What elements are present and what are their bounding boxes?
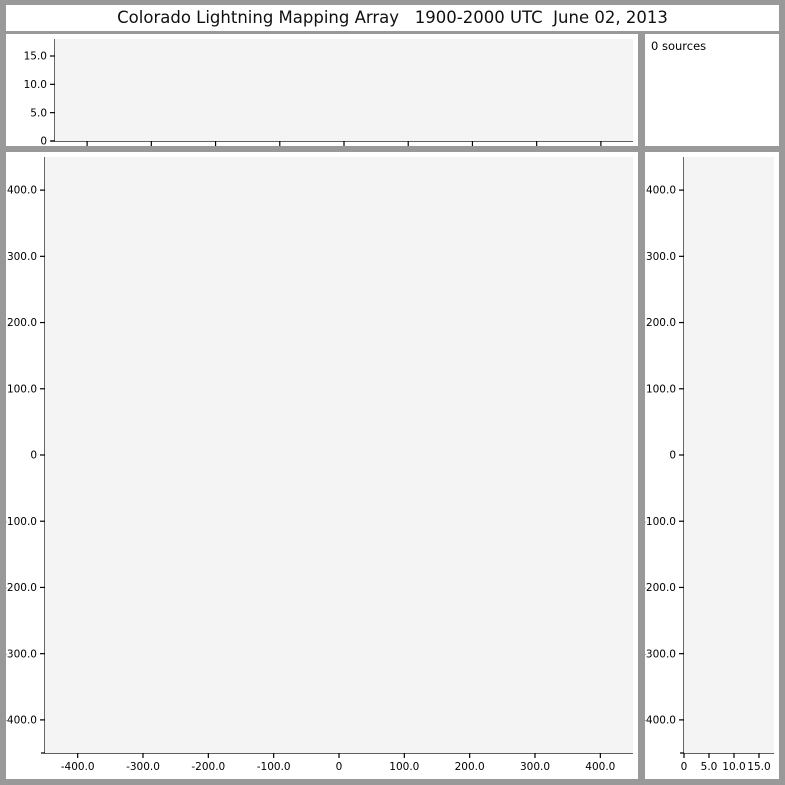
page-title: Colorado Lightning Mapping Array 1900-20…	[117, 8, 668, 27]
y-axis-tick-label: 10.0	[24, 79, 47, 91]
height-north-plot-area	[684, 157, 774, 753]
y-axis-tick-label: 100.0	[7, 383, 37, 395]
time-height-plot-area	[55, 39, 633, 141]
y-axis-tick-label: -400.0	[6, 714, 37, 726]
x-axis-tick-label: 0	[681, 761, 688, 773]
y-axis-tick-label: -200.0	[645, 582, 676, 594]
x-axis-tick-label: 0	[336, 761, 343, 773]
y-axis-tick-label: 300.0	[646, 251, 676, 263]
y-axis-tick-label: 100.0	[646, 383, 676, 395]
y-axis-tick-label: 400.0	[7, 185, 37, 197]
map-plot-area[interactable]	[45, 157, 633, 753]
y-axis-tick-label: -100.0	[645, 516, 676, 528]
y-axis-tick-label: -300.0	[645, 648, 676, 660]
x-axis-tick-label: 100.0	[389, 761, 419, 773]
x-axis-tick-label: 15.0	[747, 761, 770, 773]
x-axis-tick-label: 10.0	[722, 761, 745, 773]
y-axis-tick-label: 200.0	[646, 317, 676, 329]
height-north-panel: -400.0 -300.0 -200.0 -100.0 0 100.0 200.0 300.0…	[645, 152, 779, 779]
y-axis-tick-label: 0	[30, 450, 37, 462]
y-axis-tick-label: -300.0	[6, 648, 37, 660]
time-height-panel: 05.010.015.0-400.0-300.0-200.0-100.00100…	[6, 34, 638, 146]
y-axis-tick-label: 5.0	[30, 107, 47, 119]
x-axis-tick-label: -300.0	[126, 761, 160, 773]
x-axis-tick-label: -100.0	[257, 761, 291, 773]
y-axis-tick-label: 300.0	[7, 251, 37, 263]
x-axis-tick-label: 5.0	[701, 761, 718, 773]
title-bar: Colorado Lightning Mapping Array 1900-20…	[6, 5, 779, 31]
y-axis-tick-label: -200.0	[6, 582, 37, 594]
sources-panel: 0 sources	[645, 34, 779, 146]
y-axis-tick-label: 200.0	[7, 317, 37, 329]
source-count-label: 0 sources	[651, 39, 707, 53]
y-axis-tick-label: -100.0	[6, 516, 37, 528]
y-axis-tick-label: 15.0	[24, 51, 47, 63]
x-axis-tick-label: 400.0	[585, 761, 615, 773]
y-axis-tick-label: 0	[669, 450, 676, 462]
x-axis-tick-label: 300.0	[520, 761, 550, 773]
x-axis-tick-label: -400.0	[61, 761, 95, 773]
y-axis-tick-label: 400.0	[646, 185, 676, 197]
y-axis-tick-label: 0	[40, 136, 47, 146]
x-axis-tick-label: 200.0	[455, 761, 485, 773]
x-axis-tick-label: -200.0	[191, 761, 225, 773]
plan-view-map-panel[interactable]: -400.0 -300.0 -200.0 -100.0 0 100.0 200.0 300.0…	[6, 152, 638, 779]
y-axis-tick-label: -400.0	[645, 714, 676, 726]
